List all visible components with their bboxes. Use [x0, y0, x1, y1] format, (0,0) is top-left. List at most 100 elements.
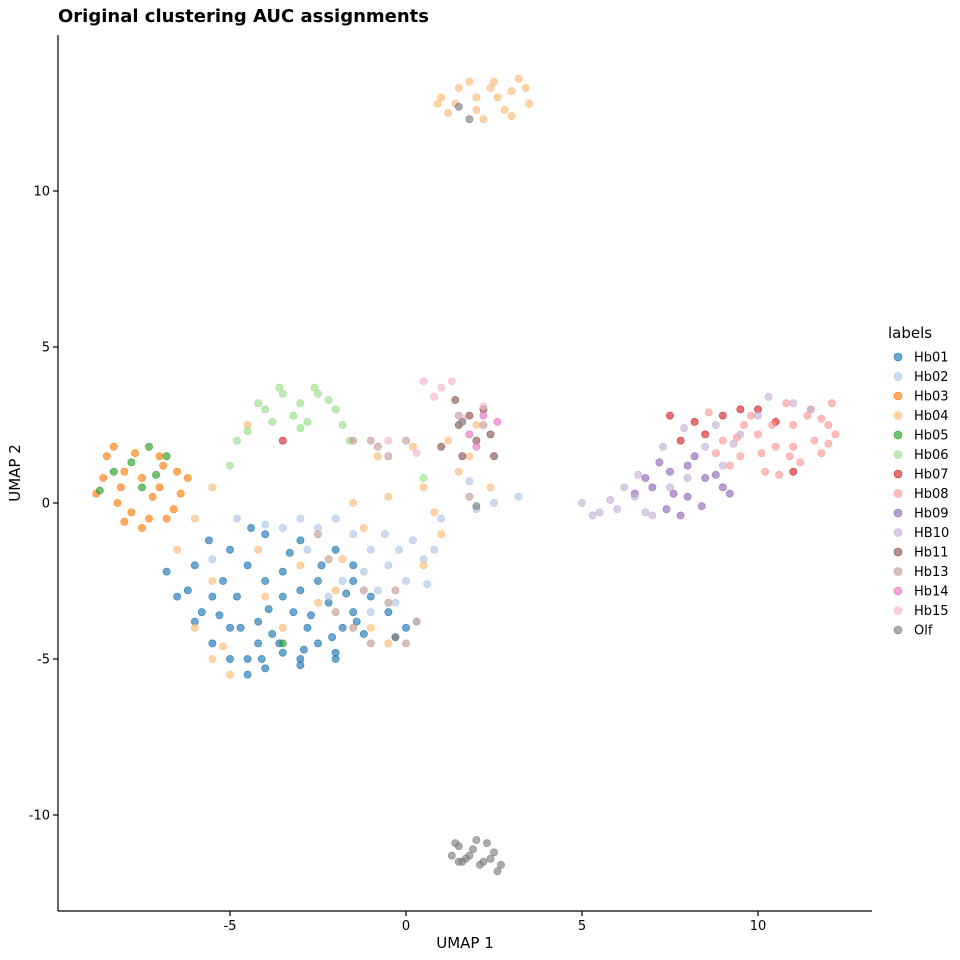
data-point	[803, 411, 812, 420]
data-point	[275, 383, 284, 392]
data-point	[145, 514, 153, 523]
data-point	[782, 399, 791, 408]
data-point	[373, 452, 382, 461]
legend-swatch	[893, 606, 903, 615]
data-point	[208, 555, 217, 564]
data-point	[366, 608, 375, 617]
data-point	[148, 492, 157, 501]
legend-item-hb07: Hb07	[893, 468, 949, 483]
data-point	[486, 854, 495, 863]
data-point	[384, 639, 393, 648]
data-point	[666, 483, 674, 492]
data-point	[366, 592, 375, 601]
data-point	[493, 93, 502, 102]
data-point	[454, 102, 463, 111]
data-point	[704, 408, 713, 417]
data-point	[208, 639, 217, 648]
data-point	[454, 84, 463, 92]
data-point	[127, 508, 136, 517]
data-point	[472, 836, 481, 844]
series-hb08	[704, 399, 840, 479]
data-point	[771, 442, 780, 451]
data-point	[324, 555, 333, 564]
data-point	[296, 561, 305, 570]
legend-swatch	[893, 469, 903, 479]
data-point	[486, 430, 495, 439]
data-point	[500, 106, 509, 114]
data-point	[683, 492, 692, 501]
data-point	[349, 436, 358, 445]
data-point	[578, 499, 586, 507]
data-point	[373, 442, 382, 451]
data-point	[366, 639, 375, 648]
data-point	[215, 611, 224, 620]
data-point	[359, 524, 368, 532]
data-point	[729, 439, 738, 448]
data-point	[303, 417, 312, 426]
legend-swatch	[893, 586, 903, 596]
data-point	[331, 655, 340, 663]
data-point	[162, 514, 171, 523]
legend-label: Hb02	[914, 370, 949, 385]
legend-swatch	[893, 411, 903, 420]
data-point	[479, 411, 488, 420]
legend-swatch	[893, 489, 903, 498]
data-point	[490, 77, 498, 86]
data-point	[465, 411, 474, 420]
data-point	[197, 608, 206, 617]
data-point	[226, 670, 234, 679]
y-tick-label: 0	[42, 497, 50, 512]
legend-item-hb10: HB10	[893, 526, 949, 541]
x-tick-label: 0	[402, 919, 410, 934]
data-point	[613, 505, 622, 514]
data-point	[785, 452, 794, 461]
data-point	[430, 545, 439, 554]
data-point	[359, 567, 368, 576]
data-point	[768, 421, 776, 429]
data-point	[810, 436, 819, 445]
data-point	[490, 848, 498, 857]
data-point	[296, 399, 305, 408]
data-point	[159, 461, 167, 470]
legend-item-olf: Olf	[893, 624, 933, 639]
data-point	[634, 470, 643, 479]
data-point	[349, 608, 358, 617]
data-point	[412, 449, 421, 457]
data-point	[419, 483, 428, 492]
data-point	[285, 549, 294, 557]
x-axis-title: UMAP 1	[436, 934, 494, 952]
data-point	[507, 87, 516, 96]
data-point	[430, 392, 439, 401]
y-tick-label: -10	[29, 809, 50, 824]
y-axis-title: UMAP 2	[6, 444, 24, 502]
data-point	[437, 442, 446, 451]
data-point	[465, 430, 474, 439]
legend-label: Hb08	[914, 487, 949, 502]
data-point	[451, 396, 460, 404]
data-point	[479, 115, 488, 124]
data-point	[243, 670, 252, 679]
data-point	[169, 505, 178, 514]
legend-label: Hb13	[914, 565, 949, 580]
data-point	[324, 396, 333, 404]
axes	[57, 35, 872, 912]
series-hb14	[465, 411, 502, 451]
data-point	[454, 467, 463, 476]
data-point	[233, 592, 241, 601]
data-point	[162, 567, 171, 576]
data-point	[384, 436, 393, 445]
legend-label: Hb11	[914, 546, 949, 561]
series-hb04	[173, 74, 534, 679]
data-point	[314, 577, 322, 585]
data-point	[483, 839, 491, 847]
data-point	[257, 655, 266, 663]
data-point	[458, 417, 467, 426]
data-point	[711, 421, 720, 429]
data-point	[824, 439, 833, 448]
legend-label: Hb04	[914, 409, 949, 424]
data-point	[402, 436, 410, 445]
data-point	[236, 623, 245, 632]
data-point	[373, 586, 382, 595]
data-point	[747, 411, 755, 420]
